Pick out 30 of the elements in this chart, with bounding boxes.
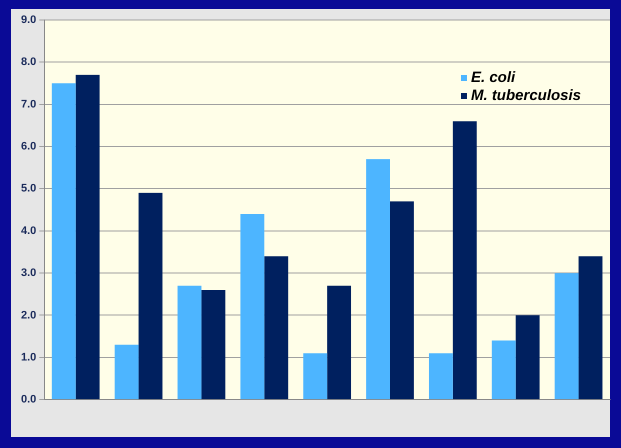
y-tick-label: 3.0 xyxy=(20,267,36,280)
bar xyxy=(240,214,264,400)
legend-label: M. tuberculosis xyxy=(470,87,582,104)
bar xyxy=(303,353,328,400)
y-tick-label: 7.0 xyxy=(20,98,36,110)
bar xyxy=(366,159,390,400)
bar xyxy=(76,74,100,400)
y-tick-label: 0.0 xyxy=(20,394,36,406)
bar xyxy=(52,83,76,400)
bar xyxy=(201,290,226,400)
y-tick-label: 8.0 xyxy=(20,56,36,68)
bar xyxy=(138,192,162,400)
bar xyxy=(264,256,288,400)
bar xyxy=(327,286,352,400)
y-tick-label: 1.0 xyxy=(20,351,36,364)
bar xyxy=(492,340,516,400)
legend-label: E. coli xyxy=(470,69,516,86)
bar xyxy=(428,353,453,400)
bar xyxy=(578,256,602,400)
y-tick-label: 4.0 xyxy=(20,224,36,237)
y-tick-label: 6.0 xyxy=(20,140,36,153)
bar xyxy=(452,121,477,400)
bar xyxy=(390,201,414,400)
bar xyxy=(178,286,202,400)
y-tick-label: 5.0 xyxy=(20,182,36,195)
bar xyxy=(516,315,540,400)
bar xyxy=(554,273,579,400)
bar xyxy=(114,344,139,400)
y-tick-label: 2.0 xyxy=(20,309,36,322)
y-tick-label: 9.0 xyxy=(20,14,36,26)
